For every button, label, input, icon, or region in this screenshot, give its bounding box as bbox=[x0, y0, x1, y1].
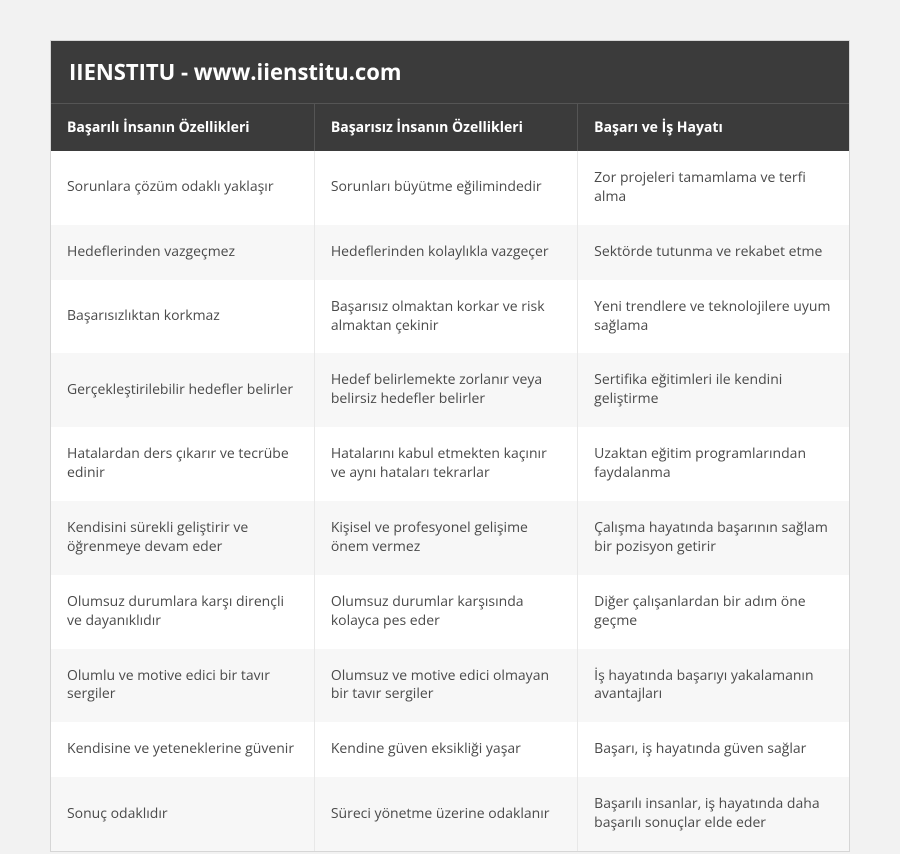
cell-unsuccessful: Süreci yönetme üzerine odaklanır bbox=[314, 777, 577, 851]
col-header-successful: Başarılı İnsanın Özellikleri bbox=[51, 104, 314, 152]
card-title: IIENSTITU - www.iienstitu.com bbox=[51, 41, 849, 103]
comparison-card: IIENSTITU - www.iienstitu.com Başarılı İ… bbox=[50, 40, 850, 852]
cell-worklife: Çalışma hayatında başarının sağlam bir p… bbox=[578, 501, 849, 575]
cell-unsuccessful: Kişisel ve profesyonel gelişime önem ver… bbox=[314, 501, 577, 575]
comparison-table: Başarılı İnsanın Özellikleri Başarısız İ… bbox=[51, 103, 849, 851]
cell-successful: Olumsuz durumlara karşı dirençli ve daya… bbox=[51, 575, 314, 649]
cell-successful: Kendisini sürekli geliştirir ve öğrenmey… bbox=[51, 501, 314, 575]
cell-worklife: Uzaktan eğitim programlarından faydalanm… bbox=[578, 427, 849, 501]
cell-successful: Sonuç odaklıdır bbox=[51, 777, 314, 851]
table-row: Kendisine ve yeteneklerine güvenir Kendi… bbox=[51, 722, 849, 777]
cell-unsuccessful: Kendine güven eksikliği yaşar bbox=[314, 722, 577, 777]
cell-worklife: Sertifika eğitimleri ile kendini gelişti… bbox=[578, 353, 849, 427]
cell-successful: Kendisine ve yeteneklerine güvenir bbox=[51, 722, 314, 777]
cell-worklife: Diğer çalışanlardan bir adım öne geçme bbox=[578, 575, 849, 649]
table-row: Olumsuz durumlara karşı dirençli ve daya… bbox=[51, 575, 849, 649]
table-row: Sorunlara çözüm odaklı yaklaşır Sorunlar… bbox=[51, 151, 849, 225]
cell-successful: Gerçekleştirilebilir hedefler belirler bbox=[51, 353, 314, 427]
cell-unsuccessful: Sorunları büyütme eğilimindedir bbox=[314, 151, 577, 225]
table-header-row: Başarılı İnsanın Özellikleri Başarısız İ… bbox=[51, 104, 849, 152]
cell-successful: Başarısızlıktan korkmaz bbox=[51, 280, 314, 354]
cell-unsuccessful: Olumsuz ve motive edici olmayan bir tavı… bbox=[314, 649, 577, 723]
col-header-unsuccessful: Başarısız İnsanın Özellikleri bbox=[314, 104, 577, 152]
table-row: Kendisini sürekli geliştirir ve öğrenmey… bbox=[51, 501, 849, 575]
cell-successful: Hedeflerinden vazgeçmez bbox=[51, 225, 314, 280]
cell-unsuccessful: Başarısız olmaktan korkar ve risk almakt… bbox=[314, 280, 577, 354]
table-row: Hatalardan ders çıkarır ve tecrübe edini… bbox=[51, 427, 849, 501]
cell-unsuccessful: Olumsuz durumlar karşısında kolayca pes … bbox=[314, 575, 577, 649]
table-row: Gerçekleştirilebilir hedefler belirler H… bbox=[51, 353, 849, 427]
cell-successful: Sorunlara çözüm odaklı yaklaşır bbox=[51, 151, 314, 225]
cell-successful: Hatalardan ders çıkarır ve tecrübe edini… bbox=[51, 427, 314, 501]
cell-unsuccessful: Hatalarını kabul etmekten kaçınır ve ayn… bbox=[314, 427, 577, 501]
cell-worklife: Zor projeleri tamamlama ve terfi alma bbox=[578, 151, 849, 225]
cell-worklife: Yeni trendlere ve teknolojilere uyum sağ… bbox=[578, 280, 849, 354]
cell-unsuccessful: Hedef belirlemekte zorlanır veya belirsi… bbox=[314, 353, 577, 427]
cell-successful: Olumlu ve motive edici bir tavır sergile… bbox=[51, 649, 314, 723]
cell-unsuccessful: Hedeflerinden kolaylıkla vazgeçer bbox=[314, 225, 577, 280]
table-row: Hedeflerinden vazgeçmez Hedeflerinden ko… bbox=[51, 225, 849, 280]
cell-worklife: İş hayatında başarıyı yakalamanın avanta… bbox=[578, 649, 849, 723]
table-row: Olumlu ve motive edici bir tavır sergile… bbox=[51, 649, 849, 723]
cell-worklife: Başarılı insanlar, iş hayatında daha baş… bbox=[578, 777, 849, 851]
col-header-worklife: Başarı ve İş Hayatı bbox=[578, 104, 849, 152]
cell-worklife: Sektörde tutunma ve rekabet etme bbox=[578, 225, 849, 280]
table-row: Sonuç odaklıdır Süreci yönetme üzerine o… bbox=[51, 777, 849, 851]
cell-worklife: Başarı, iş hayatında güven sağlar bbox=[578, 722, 849, 777]
table-row: Başarısızlıktan korkmaz Başarısız olmakt… bbox=[51, 280, 849, 354]
